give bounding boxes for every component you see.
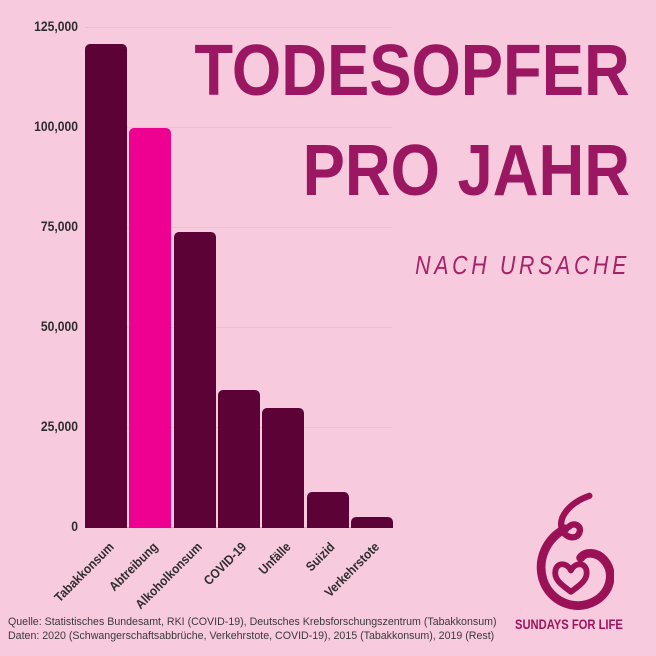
y-tick-label: 0: [71, 519, 78, 534]
page-title-line2: PRO JAHR: [302, 131, 630, 211]
x-tick-label: COVID-19: [200, 539, 250, 588]
bar-alkoholkonsum: [173, 232, 216, 528]
bar-unfälle: [262, 408, 305, 528]
footer-data-line: Daten: 2020 (Schwangerschaftsabbrüche, V…: [8, 629, 495, 642]
x-tick-label: Tabakkonsum: [50, 539, 117, 605]
gridline: [85, 27, 392, 28]
page-title-line1: TODESOPFER: [194, 31, 630, 111]
footer: Quelle: Statistisches Bundesamt, RKI (CO…: [8, 616, 497, 643]
bar-verkehrstote: [350, 516, 393, 528]
y-tick-label: 100,000: [34, 119, 78, 134]
gridline: [85, 327, 392, 328]
footer-source-line: Quelle: Statistisches Bundesamt, RKI (CO…: [8, 616, 497, 628]
bar-tabakkonsum: [85, 44, 127, 528]
pregnant-woman-heart-icon: [536, 492, 614, 610]
y-tick-label: 50,000: [40, 319, 78, 334]
brand-name: SUNDAYS FOR LIFE: [515, 616, 623, 632]
bar-abtreibung: [129, 128, 172, 528]
x-tick-label: Suizid: [302, 539, 338, 575]
y-tick-label: 75,000: [40, 219, 78, 234]
gridline: [85, 227, 392, 228]
page-subtitle: NACH URSACHE: [415, 250, 630, 280]
bar-group: [85, 27, 393, 528]
x-tick-label: Unfälle: [255, 539, 294, 578]
gridline: [85, 127, 392, 128]
bar-covid-19: [217, 390, 260, 528]
y-tick-label: 125,000: [34, 19, 78, 34]
bar-suizid: [306, 491, 349, 528]
y-tick-label: 25,000: [40, 419, 78, 434]
